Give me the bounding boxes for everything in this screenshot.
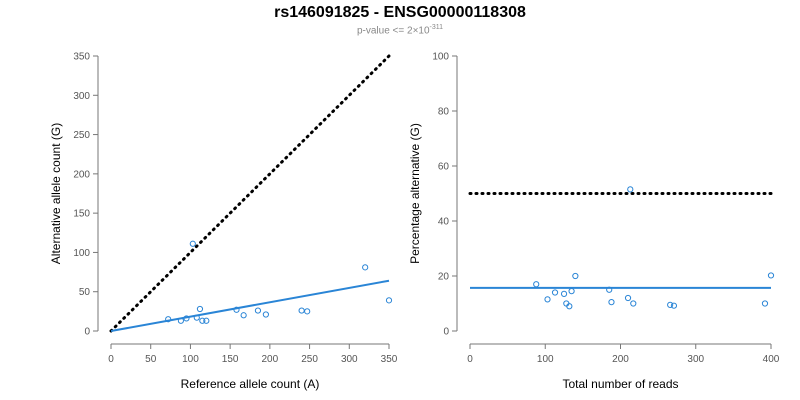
- right-x-tick-label: 300: [687, 354, 704, 365]
- right-data-point: [627, 186, 634, 193]
- right-data-point: [566, 303, 573, 310]
- right-data-point: [568, 288, 575, 295]
- left-y-tick-label: 200: [73, 169, 90, 180]
- left-data-point: [362, 264, 369, 271]
- left-data-point: [196, 305, 204, 313]
- left-y-axis-label: Alternative allele count (G): [49, 123, 63, 264]
- left-x-tick-label: 300: [341, 354, 358, 365]
- left-y-tick-label: 250: [73, 130, 90, 141]
- right-x-axis-label: Total number of reads: [562, 377, 678, 391]
- right-data-point: [544, 296, 551, 303]
- right-data-point: [608, 299, 615, 306]
- left-x-tick-label: 50: [145, 354, 157, 365]
- right-data-point: [667, 301, 674, 308]
- left-data-point: [199, 317, 206, 324]
- right-x-tick-label: 200: [612, 354, 629, 365]
- left-data-point: [189, 240, 196, 247]
- left-x-axis-label: Reference allele count (A): [181, 377, 320, 391]
- right-x-tick-label: 400: [763, 354, 780, 365]
- left-x-tick-label: 350: [381, 354, 398, 365]
- left-data-point: [254, 307, 262, 314]
- right-data-point: [560, 290, 568, 297]
- right-x-tick-label: 0: [467, 354, 473, 365]
- left-x-tick-label: 200: [262, 354, 279, 365]
- left-x-tick-label: 0: [108, 354, 114, 365]
- left-data-point: [203, 317, 210, 324]
- left-y-tick-label: 50: [79, 287, 91, 298]
- left-data-point: [262, 311, 269, 318]
- left-data-point: [193, 314, 200, 321]
- left-data-point: [298, 307, 305, 314]
- subtitle-exponent: -311: [429, 24, 444, 31]
- left-y-tick-label: 150: [73, 209, 90, 220]
- left-panel: 0 50 100 150 200 250 300 350 0 50 100 150 200 250 300 3…: [49, 52, 398, 392]
- right-panel: 0 100 200 300 400 0 20 40 60 80 100 Total number of…: [408, 52, 780, 392]
- left-data-point: [304, 308, 311, 315]
- right-data-point: [624, 294, 632, 302]
- left-data-point: [233, 306, 240, 313]
- right-data-point: [606, 286, 613, 293]
- right-data-point: [630, 300, 637, 307]
- right-data-point: [670, 302, 678, 309]
- left-data-point: [183, 315, 190, 322]
- left-y-tick-label: 0: [84, 327, 90, 338]
- right-data-point: [533, 281, 540, 288]
- right-y-tick-label: 20: [438, 272, 450, 283]
- chart-title: rs146091825 - ENSG00000118308: [274, 4, 526, 21]
- right-data-point: [761, 300, 769, 307]
- left-x-tick-label: 250: [301, 354, 318, 365]
- left-data-point: [240, 312, 247, 319]
- left-y-tick-label: 300: [73, 91, 90, 102]
- right-y-axis-label: Percentage alternative (G): [408, 123, 422, 264]
- left-expected-line: [109, 54, 391, 333]
- right-y-tick-label: 40: [438, 217, 450, 228]
- subtitle-prefix: p-value <= 2×10: [356, 25, 430, 37]
- right-y-tick-label: 80: [438, 107, 450, 118]
- right-y-tick-label: 60: [438, 162, 450, 173]
- left-data-point: [165, 316, 172, 323]
- left-data-point: [385, 297, 393, 304]
- left-x-tick-label: 100: [182, 354, 199, 365]
- right-data-point: [551, 289, 559, 296]
- right-data-point: [767, 272, 775, 279]
- left-data-point: [177, 317, 184, 324]
- right-y-tick-label: 100: [432, 52, 449, 63]
- left-fit-line: [110, 279, 390, 332]
- right-data-point: [572, 272, 579, 280]
- right-x-tick-label: 100: [537, 354, 554, 365]
- left-y-tick-label: 100: [73, 248, 90, 259]
- right-y-tick-label: 0: [443, 327, 449, 338]
- chart-subtitle: p-value <= 2×10-311: [0, 24, 800, 36]
- left-y-tick-label: 350: [73, 52, 90, 63]
- left-x-tick-label: 150: [222, 354, 239, 365]
